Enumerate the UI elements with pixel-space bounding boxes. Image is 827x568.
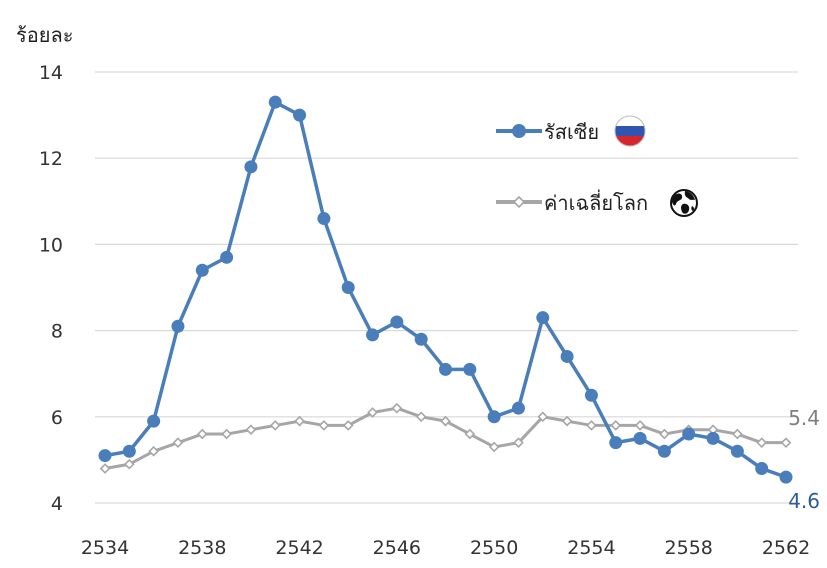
- data-point: [634, 420, 646, 431]
- data-point: [657, 444, 671, 458]
- data-point: [464, 428, 476, 440]
- data-point: [682, 427, 696, 441]
- end-label-world: 5.4: [788, 406, 820, 430]
- x-tick-label: 2534: [81, 537, 129, 559]
- data-point: [511, 401, 525, 415]
- data-point: [171, 319, 185, 333]
- data-point: [98, 449, 112, 463]
- data-point: [780, 437, 792, 448]
- data-point: [633, 431, 647, 445]
- data-point: [513, 437, 524, 448]
- data-point: [463, 362, 477, 376]
- data-point: [318, 420, 330, 431]
- x-tick-label: 2538: [178, 537, 226, 559]
- series-layer: [98, 95, 793, 484]
- data-point: [147, 414, 161, 428]
- data-point: [293, 108, 307, 122]
- globe-icon: [670, 189, 698, 217]
- y-tick-label: 10: [39, 234, 63, 256]
- data-point: [755, 462, 769, 476]
- russia-flag-icon: [614, 115, 646, 147]
- legend-item-world: ค่าเฉลี่ยโลก: [496, 189, 698, 217]
- data-point: [268, 95, 282, 109]
- data-point: [487, 410, 501, 424]
- grid-lines: [95, 71, 798, 504]
- data-point: [706, 431, 720, 445]
- end-labels: 5.4 4.6: [788, 406, 820, 513]
- data-point: [172, 437, 184, 448]
- data-point: [366, 328, 380, 342]
- data-point: [610, 420, 622, 431]
- data-point: [245, 424, 257, 436]
- data-point: [317, 212, 331, 226]
- y-tick-label: 8: [51, 321, 63, 343]
- data-point: [294, 415, 305, 427]
- data-point: [99, 463, 111, 474]
- data-point: [195, 263, 209, 277]
- x-tick-label: 2562: [762, 537, 810, 559]
- y-axis-title: ร้อยละ: [16, 23, 73, 47]
- data-point: [148, 445, 159, 457]
- data-point: [196, 428, 208, 440]
- data-point: [536, 311, 550, 325]
- data-point: [269, 420, 281, 431]
- y-tick-label: 14: [39, 62, 63, 84]
- y-tick-label: 6: [51, 407, 63, 429]
- data-point: [221, 428, 232, 440]
- y-tick-label: 12: [39, 148, 63, 170]
- data-point: [390, 315, 404, 329]
- x-axis-ticks: 2534 2538 2542 2546 2550 2554 2558 2562: [81, 537, 810, 559]
- data-point: [537, 411, 549, 423]
- data-point: [122, 444, 136, 458]
- data-point: [415, 411, 427, 423]
- data-point: [584, 388, 598, 402]
- data-point: [244, 160, 258, 174]
- data-point: [609, 436, 623, 450]
- data-point: [220, 250, 234, 264]
- data-point: [756, 437, 768, 448]
- data-point: [560, 349, 574, 363]
- data-point: [561, 415, 573, 427]
- data-point: [342, 420, 354, 431]
- data-point: [367, 407, 378, 418]
- x-tick-label: 2558: [665, 537, 713, 559]
- data-point: [341, 281, 355, 294]
- data-point: [730, 444, 744, 458]
- data-point: [391, 402, 403, 414]
- series-russia: [98, 95, 793, 484]
- legend-marker-russia: [512, 124, 526, 138]
- legend-label-russia: รัสเซีย: [544, 120, 599, 144]
- series-world-average: [99, 402, 792, 474]
- end-label-russia: 4.6: [788, 489, 820, 513]
- data-point: [779, 470, 793, 484]
- data-point: [439, 362, 452, 376]
- x-tick-label: 2554: [567, 537, 615, 559]
- data-point: [586, 420, 597, 431]
- x-tick-label: 2542: [275, 537, 323, 559]
- data-point: [659, 428, 670, 440]
- legend-item-russia: รัสเซีย: [496, 115, 646, 147]
- legend-label-world: ค่าเฉลี่ยโลก: [544, 189, 648, 215]
- data-point: [732, 428, 743, 440]
- x-tick-label: 2550: [470, 537, 518, 559]
- data-point: [123, 458, 135, 470]
- legend: รัสเซีย ค่าเฉลี่ยโลก: [496, 115, 698, 217]
- legend-marker-world: [512, 195, 526, 209]
- data-point: [488, 441, 500, 453]
- data-point: [414, 332, 428, 346]
- data-point: [440, 415, 451, 427]
- x-tick-label: 2546: [373, 537, 421, 559]
- y-axis-ticks: 4 6 8 10 12 14: [39, 62, 63, 515]
- y-tick-label: 4: [51, 493, 63, 515]
